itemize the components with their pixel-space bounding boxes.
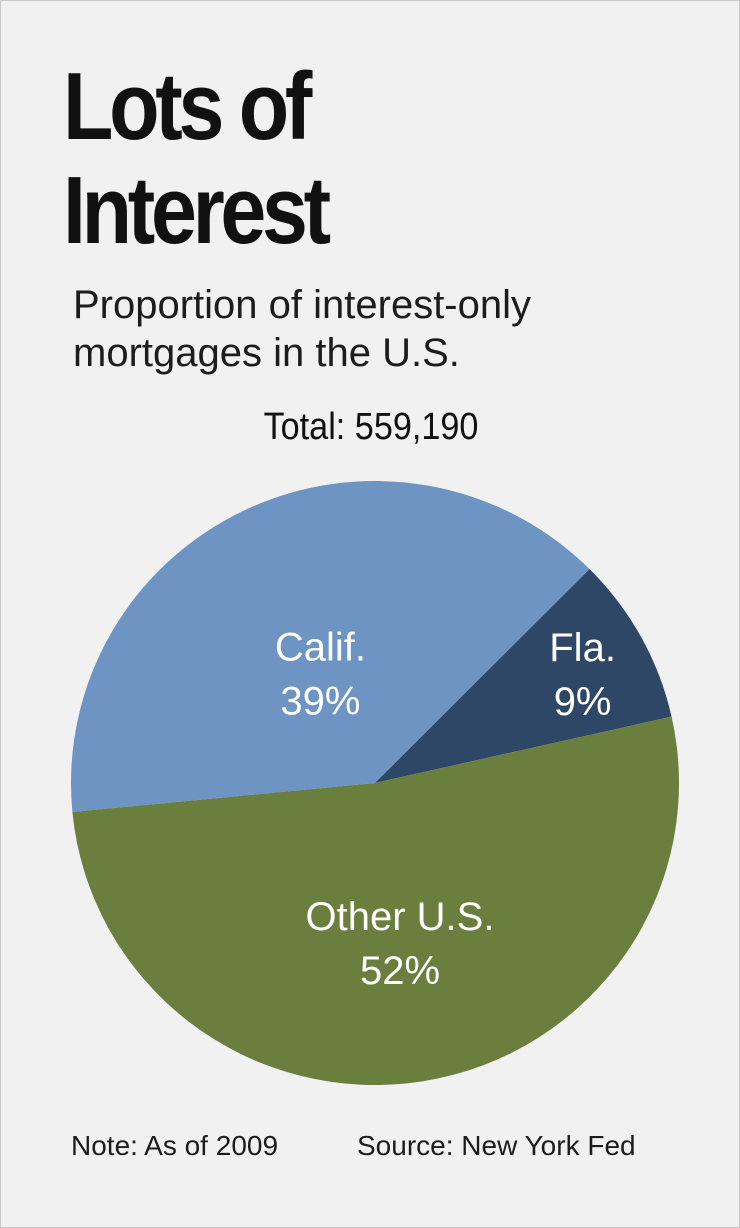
slice-value-calif: 39% [280, 679, 360, 723]
slice-label-calif: Calif. [275, 625, 366, 669]
pie-slice-fla [375, 569, 672, 783]
slice-label-fla: Fla. [549, 626, 616, 670]
slice-value-other-u-s: 52% [360, 949, 440, 993]
slice-label-other-u-s: Other U.S. [306, 895, 495, 939]
chart-subtitle-line-2: mortgages in the U.S. [73, 331, 460, 375]
footer-note: Note: As of 2009 [71, 1130, 279, 1161]
total-label: Total: 559,190 [263, 406, 479, 448]
footer-source: Source: New York Fed [357, 1130, 636, 1161]
chart-subtitle-line-1: Proportion of interest-only [73, 283, 532, 327]
pie-slice-calif [71, 481, 590, 812]
pie-slice-other-u-s [72, 716, 680, 1086]
slice-value-fla: 9% [554, 680, 612, 724]
chart-title-line-1: Lots of [63, 53, 312, 160]
chart-title-line-2: Interest [63, 157, 331, 264]
